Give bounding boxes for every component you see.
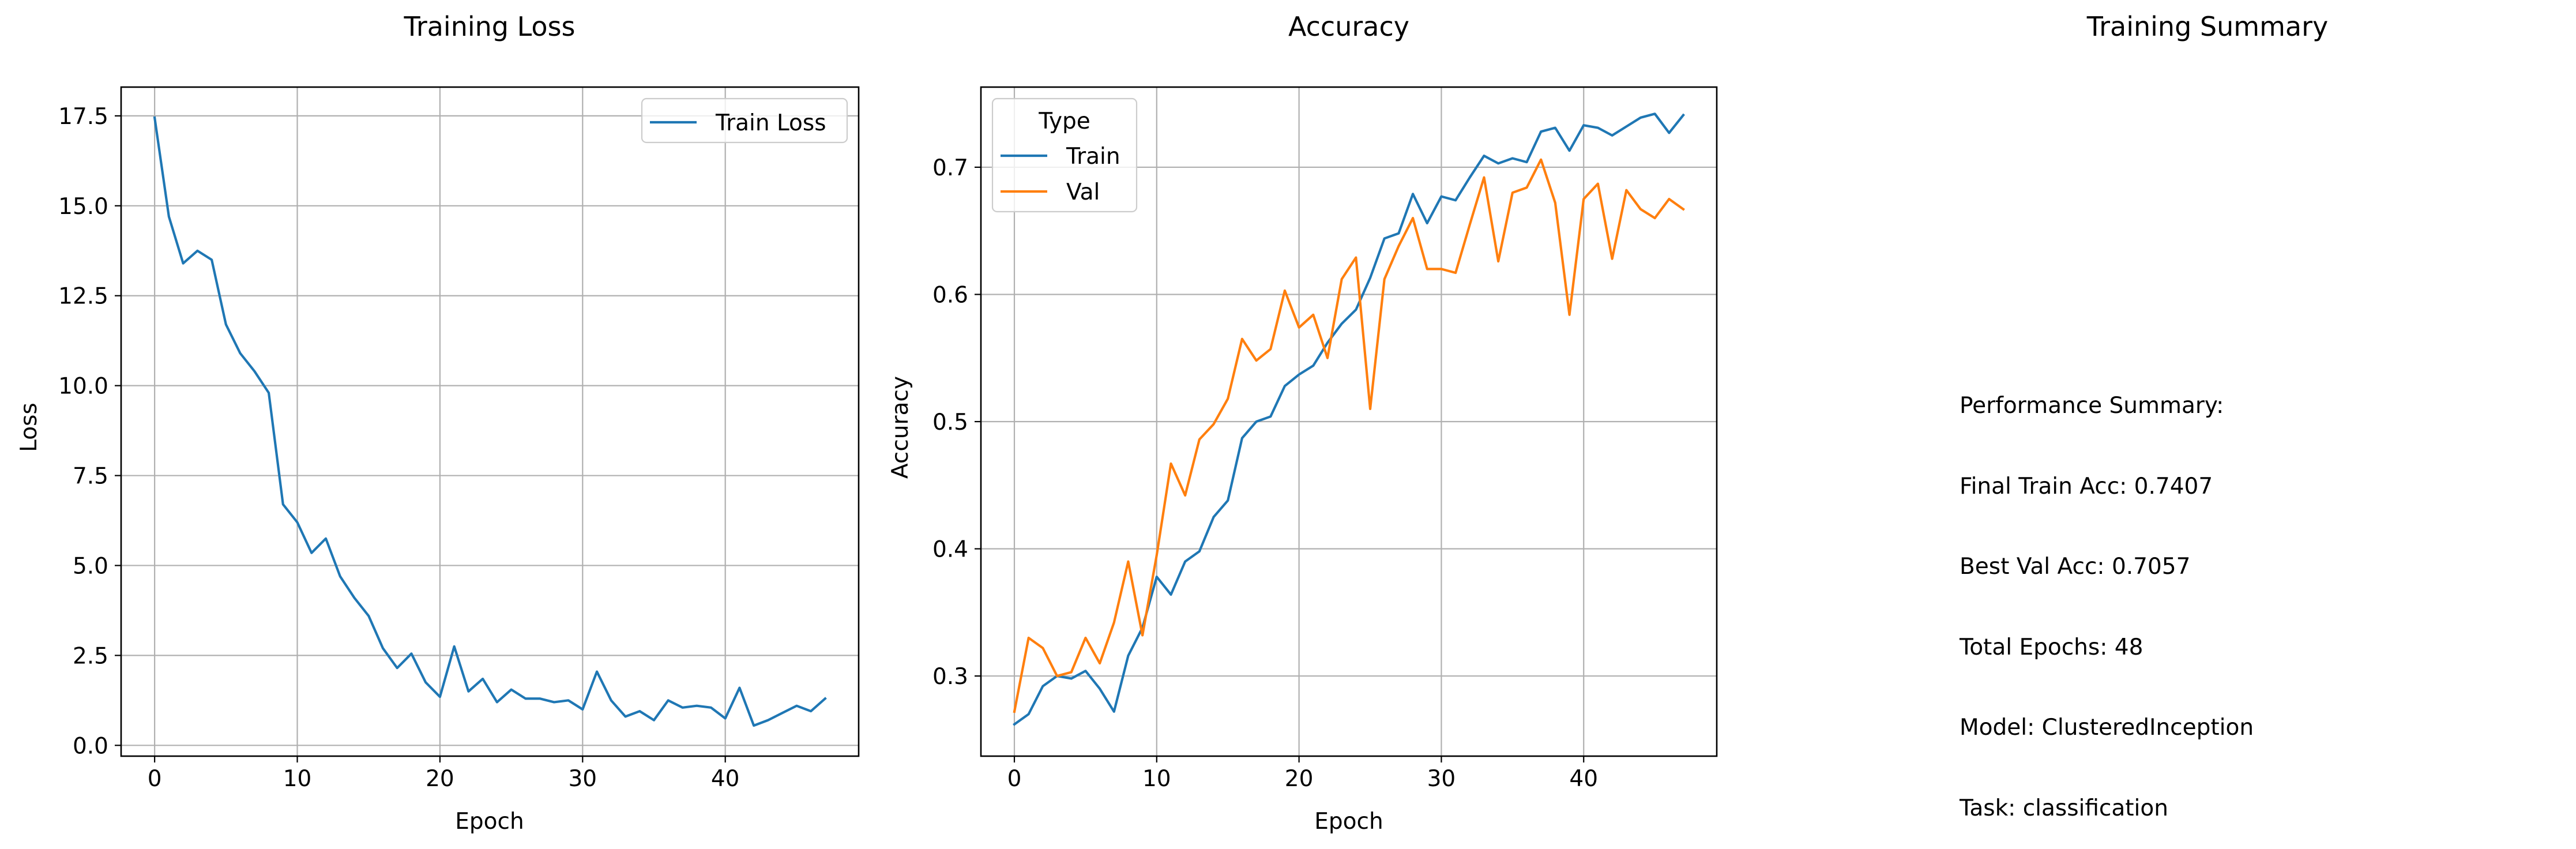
x-tick-label: 20 (1285, 766, 1314, 792)
legend-label: Train Loss (715, 110, 826, 136)
chart-title-accuracy: Accuracy (1288, 11, 1409, 42)
accuracy-chart: 0 10 20 30 40 0.3 0.4 0.5 0.6 0.7 Type Train Val (932, 86, 1718, 792)
y-axis-label-loss: Loss (16, 403, 42, 452)
summary-line-total-epochs: Total Epochs: 48 (1960, 634, 2143, 660)
y-tick-label: 0.7 (932, 155, 968, 181)
x-tick-label: 0 (1007, 766, 1022, 792)
summary-heading: Performance Summary: (1960, 393, 2224, 419)
legend-title: Type (1038, 108, 1090, 134)
legend-frame (641, 97, 848, 144)
y-tick-label: 17.5 (58, 104, 108, 130)
x-tick-label: 40 (1569, 766, 1598, 792)
y-axis-label-accuracy: Accuracy (888, 376, 913, 479)
y-tick-label: 10.0 (58, 374, 108, 400)
y-tick-label: 7.5 (73, 464, 108, 490)
y-tick-label: 5.0 (73, 553, 108, 579)
y-tick-label: 12.5 (58, 284, 108, 310)
series-line-train (1013, 112, 1685, 726)
x-tick-label: 10 (283, 766, 312, 792)
legend-label: Train (1066, 144, 1120, 170)
loss-chart: 0 10 20 30 40 0.0 2.5 5.0 7.5 10.0 12.5 15.0 17.5 Tra… (58, 86, 860, 792)
series-line-train-loss (153, 116, 827, 727)
x-tick-label: 30 (1427, 766, 1456, 792)
performance-summary: Performance Summary: Final Train Acc: 0.… (1960, 339, 2254, 849)
series-line-val (1013, 158, 1685, 713)
legend: Type Train Val (991, 97, 1138, 213)
legend-frame (991, 97, 1138, 213)
x-tick-label: 40 (711, 766, 740, 792)
summary-line-task: Task: classification (1960, 795, 2168, 821)
x-tick-label: 20 (426, 766, 454, 792)
chart-title-loss: Training Loss (403, 11, 575, 42)
summary-title: Training Summary (2086, 11, 2328, 42)
x-axis-label-accuracy: Epoch (1314, 809, 1383, 835)
summary-line-model: Model: ClusteredInception (1960, 715, 2254, 741)
x-tick-label: 0 (148, 766, 162, 792)
x-tick-label: 10 (1142, 766, 1171, 792)
y-tick-label: 0.6 (932, 282, 968, 308)
x-tick-label: 30 (568, 766, 597, 792)
y-tick-label: 2.5 (73, 643, 108, 669)
summary-line-final-train-acc: Final Train Acc: 0.7407 (1960, 473, 2213, 499)
y-tick-label: 15.0 (58, 194, 108, 220)
legend: Train Loss (641, 97, 848, 144)
x-axis-label-loss: Epoch (455, 809, 524, 835)
y-tick-label: 0.0 (73, 733, 108, 759)
y-tick-label: 0.4 (932, 537, 968, 563)
y-tick-label: 0.5 (932, 410, 968, 435)
y-tick-label: 0.3 (932, 664, 968, 690)
legend-label: Val (1066, 179, 1100, 205)
axes-frame (120, 86, 860, 757)
summary-line-best-val-acc: Best Val Acc: 0.7057 (1960, 554, 2191, 580)
